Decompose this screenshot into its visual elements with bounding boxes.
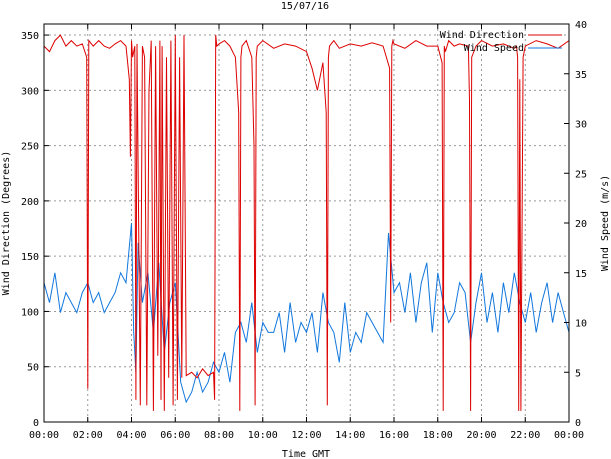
x-tick-label: 10:00 bbox=[248, 430, 278, 441]
y-left-tick-label: 0 bbox=[33, 418, 39, 429]
y-right-tick-label: 5 bbox=[575, 368, 581, 379]
y-right-tick-label: 25 bbox=[575, 169, 587, 180]
legend-label-wind-direction: Wind Direction bbox=[440, 30, 524, 41]
x-tick-label: 04:00 bbox=[116, 430, 146, 441]
y-left-tick-label: 50 bbox=[27, 363, 39, 374]
series-line-wind-speed bbox=[43, 222, 570, 404]
x-tick-labels: 00:00 02:00 04:00 06:00 08:00 10:00 12:00 14:00… bbox=[29, 430, 584, 441]
grid-lines bbox=[44, 24, 569, 422]
y-right-tick-label: 0 bbox=[575, 418, 581, 429]
x-tick-label: 12:00 bbox=[291, 430, 321, 441]
x-tick-label: 16:00 bbox=[379, 430, 409, 441]
y-left-tick-label: 200 bbox=[21, 197, 39, 208]
x-tick-label: 06:00 bbox=[160, 430, 190, 441]
x-tick-label: 00:00 bbox=[29, 430, 59, 441]
y-right-tick-label: 15 bbox=[575, 269, 587, 280]
y-right-tick-label: 35 bbox=[575, 70, 587, 81]
series-line-wind-direction bbox=[43, 34, 570, 411]
series-layer bbox=[43, 34, 570, 411]
y-left-tick-labels: 0 50 100 150 200 250 300 350 bbox=[21, 31, 39, 429]
y-right-tick-label: 20 bbox=[575, 219, 587, 230]
chart-title: 15/07/16 bbox=[281, 1, 329, 12]
x-tick-label: 20:00 bbox=[466, 430, 496, 441]
x-tick-label: 00:00 bbox=[554, 430, 584, 441]
y-left-tick-label: 350 bbox=[21, 31, 39, 42]
legend: Wind Direction Wind Speed bbox=[440, 30, 562, 54]
x-tick-label: 14:00 bbox=[335, 430, 365, 441]
y-left-tick-label: 100 bbox=[21, 307, 39, 318]
y-left-tick-label: 150 bbox=[21, 252, 39, 263]
x-tick-label: 08:00 bbox=[204, 430, 234, 441]
x-tick-label: 22:00 bbox=[510, 430, 540, 441]
axis-ticks bbox=[43, 23, 570, 423]
y-right-tick-label: 10 bbox=[575, 319, 587, 330]
y-right-tick-labels: 0 5 10 15 20 25 30 35 40 bbox=[575, 20, 587, 429]
x-tick-label: 18:00 bbox=[423, 430, 453, 441]
x-tick-label: 02:00 bbox=[73, 430, 103, 441]
y-right-tick-label: 40 bbox=[575, 20, 587, 31]
y-left-tick-label: 250 bbox=[21, 142, 39, 153]
y-left-axis-label: Wind Direction (Degrees) bbox=[1, 151, 12, 296]
legend-label-wind-speed: Wind Speed bbox=[464, 43, 524, 54]
y-right-axis-label: Wind Speed (m/s) bbox=[600, 175, 611, 271]
x-axis-label: Time GMT bbox=[282, 449, 330, 459]
plot-frame bbox=[43, 23, 570, 423]
y-left-tick-label: 300 bbox=[21, 86, 39, 97]
y-right-tick-label: 30 bbox=[575, 120, 587, 131]
